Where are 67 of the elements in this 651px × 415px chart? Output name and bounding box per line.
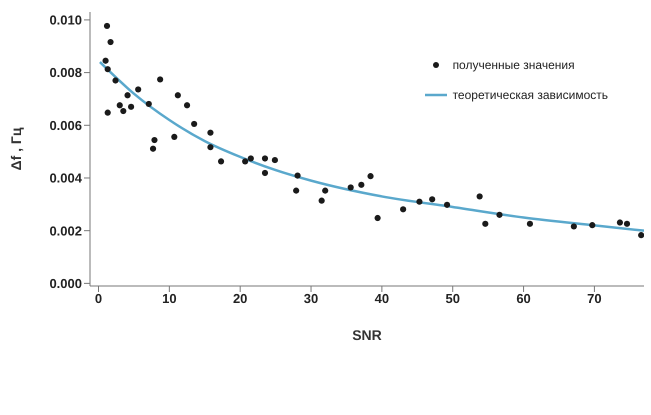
point — [322, 188, 328, 194]
point — [348, 184, 354, 191]
point — [248, 155, 254, 162]
point — [151, 136, 158, 144]
x-tick-label: 40 — [374, 291, 390, 306]
x-tick-label: 10 — [162, 291, 177, 306]
point — [294, 172, 301, 179]
point — [416, 198, 423, 205]
point — [116, 102, 123, 108]
point — [218, 158, 224, 164]
point — [104, 66, 111, 72]
point — [171, 134, 178, 140]
point — [293, 188, 300, 194]
point — [589, 222, 596, 228]
y-tick-label: 0.006 — [49, 118, 82, 133]
point — [128, 104, 134, 110]
point — [638, 232, 644, 238]
point — [367, 173, 374, 180]
y-axis-title: Δf , Гц — [8, 127, 24, 170]
y-tick-label: 0.010 — [49, 12, 82, 28]
point — [207, 144, 214, 150]
point — [174, 92, 181, 98]
y-tick-label: 0.000 — [49, 276, 82, 291]
point — [207, 130, 214, 136]
y-tick-label: 0.004 — [49, 170, 83, 186]
point — [104, 22, 110, 30]
point — [112, 77, 119, 84]
point — [157, 76, 164, 83]
point — [146, 100, 152, 108]
legend-label: теоретическая зависимость — [452, 88, 608, 102]
x-tick-label: 30 — [304, 291, 318, 306]
y-tick-label: 0.002 — [49, 223, 82, 238]
point — [184, 102, 190, 108]
x-axis-title: SNR — [352, 327, 382, 343]
x-tick-label: 70 — [587, 291, 602, 306]
point — [374, 214, 381, 222]
point — [272, 156, 278, 164]
point — [496, 212, 503, 218]
point — [191, 120, 198, 128]
legend-label: полученные значения — [452, 58, 575, 72]
point — [476, 193, 483, 200]
point — [104, 110, 111, 116]
point — [135, 86, 142, 93]
point — [242, 158, 248, 164]
point — [526, 220, 534, 227]
point — [120, 108, 126, 114]
x-tick-label: 50 — [445, 291, 460, 306]
point — [124, 92, 131, 98]
point — [102, 58, 109, 64]
point — [482, 220, 488, 227]
point — [318, 198, 325, 204]
point — [358, 182, 364, 188]
x-tick-label: 20 — [232, 291, 248, 306]
point — [262, 170, 268, 176]
point — [150, 146, 156, 152]
point — [444, 202, 450, 208]
point — [616, 219, 624, 226]
point — [429, 196, 436, 202]
point — [624, 220, 630, 227]
point — [400, 206, 406, 212]
y-tick-label: 0.008 — [49, 65, 82, 80]
x-tick-label: 60 — [516, 291, 531, 306]
point — [262, 155, 268, 162]
x-tick-label: 0 — [94, 291, 102, 306]
point — [107, 38, 114, 46]
point — [570, 223, 577, 230]
line-series — [98, 60, 644, 232]
